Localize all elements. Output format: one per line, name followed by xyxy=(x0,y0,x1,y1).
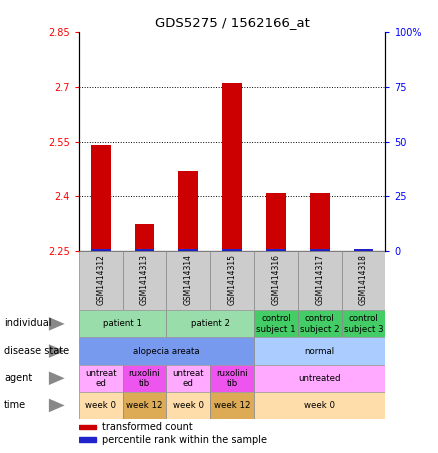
Bar xyxy=(79,392,123,419)
Text: patient 2: patient 2 xyxy=(191,319,230,328)
Polygon shape xyxy=(49,371,65,385)
Bar xyxy=(79,365,123,392)
Text: untreat
ed: untreat ed xyxy=(173,369,204,388)
Text: alopecia areata: alopecia areata xyxy=(133,347,200,356)
Polygon shape xyxy=(49,344,65,358)
Bar xyxy=(254,337,385,365)
Bar xyxy=(91,145,110,251)
Text: GSM1414314: GSM1414314 xyxy=(184,254,193,305)
Bar xyxy=(123,365,166,392)
Bar xyxy=(222,249,242,251)
Text: disease state: disease state xyxy=(4,346,69,356)
Text: ruxolini
tib: ruxolini tib xyxy=(216,369,248,388)
Bar xyxy=(254,251,298,310)
Bar xyxy=(298,310,342,337)
Bar xyxy=(266,249,286,251)
Title: GDS5275 / 1562166_at: GDS5275 / 1562166_at xyxy=(155,16,310,29)
Bar xyxy=(178,249,198,251)
Bar xyxy=(353,250,373,251)
Bar xyxy=(79,425,95,429)
Text: week 0: week 0 xyxy=(173,401,204,410)
Bar xyxy=(342,310,385,337)
Bar xyxy=(310,193,329,251)
Bar xyxy=(79,337,254,365)
Bar xyxy=(166,365,210,392)
Text: control
subject 1: control subject 1 xyxy=(256,314,296,333)
Text: GSM1414318: GSM1414318 xyxy=(359,254,368,305)
Bar xyxy=(166,310,254,337)
Bar xyxy=(166,251,210,310)
Text: GSM1414313: GSM1414313 xyxy=(140,254,149,305)
Bar xyxy=(79,438,95,442)
Text: GSM1414317: GSM1414317 xyxy=(315,254,324,305)
Bar xyxy=(79,310,166,337)
Text: GSM1414315: GSM1414315 xyxy=(228,254,237,305)
Text: untreat
ed: untreat ed xyxy=(85,369,117,388)
Bar xyxy=(123,392,166,419)
Text: week 12: week 12 xyxy=(126,401,163,410)
Text: week 0: week 0 xyxy=(304,401,335,410)
Bar xyxy=(254,392,385,419)
Bar xyxy=(210,365,254,392)
Text: time: time xyxy=(4,400,26,410)
Text: agent: agent xyxy=(4,373,32,383)
Bar xyxy=(254,365,385,392)
Text: percentile rank within the sample: percentile rank within the sample xyxy=(102,435,267,445)
Bar xyxy=(178,171,198,251)
Bar xyxy=(123,251,166,310)
Text: GSM1414316: GSM1414316 xyxy=(272,254,280,305)
Bar xyxy=(254,310,298,337)
Bar xyxy=(298,251,342,310)
Text: week 0: week 0 xyxy=(85,401,116,410)
Bar xyxy=(210,392,254,419)
Bar xyxy=(342,251,385,310)
Text: week 12: week 12 xyxy=(214,401,251,410)
Bar xyxy=(134,224,154,251)
Bar xyxy=(222,83,242,251)
Bar xyxy=(166,392,210,419)
Text: ruxolini
tib: ruxolini tib xyxy=(129,369,160,388)
Bar xyxy=(210,251,254,310)
Text: patient 1: patient 1 xyxy=(103,319,142,328)
Text: control
subject 3: control subject 3 xyxy=(344,314,383,333)
Bar xyxy=(266,193,286,251)
Bar xyxy=(310,249,329,251)
Text: control
subject 2: control subject 2 xyxy=(300,314,339,333)
Text: transformed count: transformed count xyxy=(102,422,193,432)
Text: GSM1414312: GSM1414312 xyxy=(96,254,105,305)
Polygon shape xyxy=(49,399,65,412)
Polygon shape xyxy=(49,317,65,331)
Bar xyxy=(91,249,110,251)
Text: normal: normal xyxy=(305,347,335,356)
Text: individual: individual xyxy=(4,318,51,328)
Bar xyxy=(79,251,123,310)
Text: untreated: untreated xyxy=(298,374,341,383)
Bar xyxy=(353,249,373,251)
Bar xyxy=(134,249,154,251)
